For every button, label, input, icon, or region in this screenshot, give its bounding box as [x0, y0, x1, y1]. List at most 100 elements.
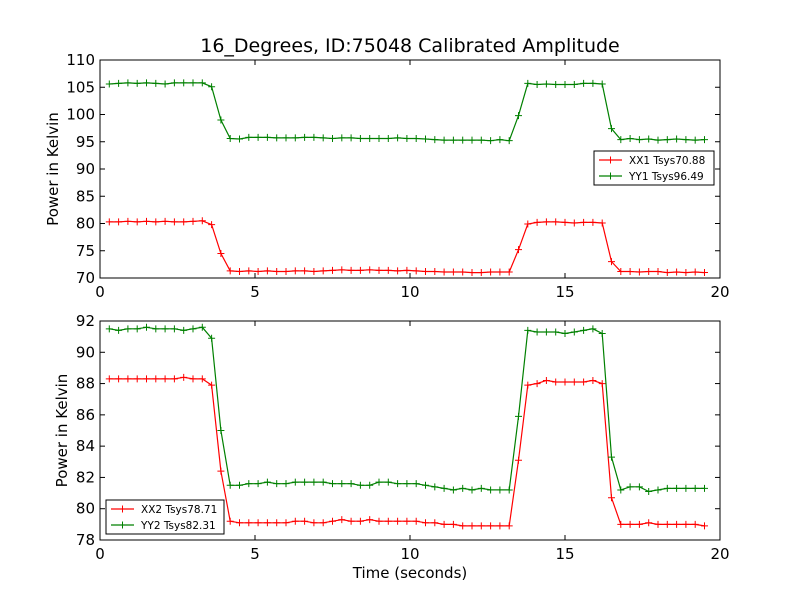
data-point — [682, 484, 690, 492]
data-point — [236, 481, 243, 489]
data-point — [487, 137, 495, 145]
data-point — [542, 80, 550, 88]
data-point — [263, 133, 271, 141]
data-point — [356, 481, 364, 489]
data-point — [329, 517, 336, 525]
data-point — [542, 218, 550, 226]
data-point — [626, 134, 634, 142]
data-point — [124, 375, 132, 383]
data-point — [598, 80, 606, 88]
y-tick-label: 70 — [76, 269, 95, 287]
data-point — [124, 325, 132, 333]
y-axis-label: Power in Kelvin — [44, 112, 62, 226]
y-tick-label: 105 — [66, 78, 95, 96]
data-point — [394, 267, 402, 275]
data-point — [143, 323, 150, 331]
data-point — [431, 483, 439, 491]
legend-box — [105, 499, 225, 535]
data-point — [691, 520, 699, 528]
data-point — [468, 136, 476, 144]
y-tick-label: 85 — [76, 187, 95, 205]
data-point — [170, 375, 178, 383]
data-point — [468, 522, 476, 530]
data-point — [561, 378, 569, 386]
legend-label: YY2 Tsys82.31 — [140, 520, 216, 532]
data-point — [161, 325, 169, 333]
data-point — [273, 480, 281, 488]
data-point — [208, 334, 216, 342]
data-point — [505, 486, 513, 494]
data-point — [384, 134, 392, 142]
data-point — [301, 478, 309, 486]
x-tick-label: 5 — [250, 283, 260, 301]
data-point — [673, 135, 681, 143]
data-point — [198, 217, 206, 225]
data-point — [570, 378, 578, 386]
data-point — [347, 134, 355, 142]
data-point — [422, 135, 429, 143]
data-point — [533, 81, 541, 89]
data-point — [608, 494, 615, 502]
data-point — [663, 520, 671, 528]
data-point — [515, 112, 522, 120]
data-point — [580, 326, 588, 334]
data-point — [468, 486, 476, 494]
top-panel: 0 5 10 15 20 70 75 80 85 90 95 100 105 110 Power in Ke… — [44, 51, 730, 301]
y-axis-label: Power in Kelvin — [53, 374, 71, 488]
data-point — [459, 136, 467, 144]
data-point — [552, 328, 560, 336]
data-point — [440, 484, 448, 492]
data-point — [180, 79, 188, 87]
data-point — [254, 480, 262, 488]
data-point — [589, 376, 597, 384]
data-point — [487, 486, 495, 494]
data-point — [524, 381, 532, 389]
legend-label: XX2 Tsys78.71 — [141, 504, 217, 516]
data-point — [580, 218, 588, 226]
data-point — [105, 218, 113, 226]
data-point — [105, 325, 113, 333]
data-point — [589, 79, 597, 87]
data-point — [152, 375, 160, 383]
y-tick-label: 110 — [66, 51, 95, 69]
data-point — [403, 480, 411, 488]
data-point — [496, 136, 504, 144]
data-point — [477, 484, 485, 492]
y-tick-label: 82 — [76, 468, 95, 486]
data-point — [580, 378, 588, 386]
data-point — [477, 269, 485, 277]
x-tick-label: 15 — [555, 545, 574, 563]
data-point — [589, 218, 597, 226]
data-point — [626, 520, 634, 528]
data-point — [422, 519, 429, 527]
data-point — [115, 326, 123, 334]
data-point — [654, 136, 662, 144]
legend-label: YY1 Tsys96.49 — [628, 171, 704, 183]
data-point — [542, 376, 550, 384]
data-point — [412, 517, 420, 525]
data-point — [189, 325, 197, 333]
series-yy1 — [105, 79, 708, 145]
y-tick-label: 90 — [76, 160, 95, 178]
data-point — [217, 427, 225, 434]
x-tick-label: 20 — [710, 545, 729, 563]
data-point — [487, 268, 495, 276]
data-point — [319, 478, 327, 486]
data-point — [394, 517, 402, 525]
legend-marker — [607, 172, 614, 180]
data-point — [635, 136, 643, 144]
data-point — [645, 488, 653, 496]
series-yy2 — [105, 323, 708, 496]
data-point — [496, 268, 504, 276]
data-point — [635, 520, 643, 528]
data-point — [329, 134, 336, 142]
data-point — [310, 519, 318, 527]
data-point — [291, 267, 299, 275]
data-point — [580, 79, 588, 87]
data-point — [617, 520, 625, 528]
data-point — [217, 116, 225, 124]
data-point — [143, 375, 150, 383]
data-point — [459, 268, 467, 276]
data-point — [282, 519, 290, 527]
data-point — [124, 79, 132, 87]
